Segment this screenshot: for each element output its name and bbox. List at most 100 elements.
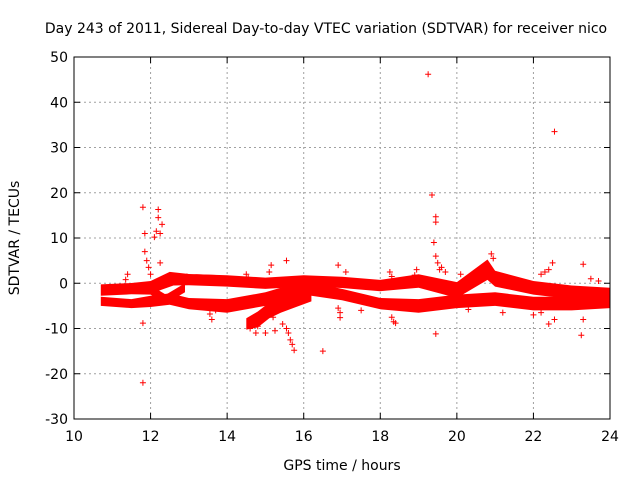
data-point [388,314,395,321]
data-point [319,348,326,355]
data-point [245,274,252,281]
data-point [595,277,602,284]
data-point [432,253,439,260]
rise-band [154,274,220,293]
data-clouds [100,259,611,330]
data-point [587,275,594,282]
data-point [388,273,395,280]
data-point [122,276,129,283]
data-point [538,309,545,316]
y-tick-label: 30 [50,141,68,157]
data-point [358,307,365,314]
data-point [252,330,259,337]
data-point [159,221,166,228]
data-point [206,311,213,318]
data-point [283,257,290,264]
data-point [287,336,294,343]
data-point [386,268,393,275]
y-tick-label: 20 [50,186,68,202]
data-point [538,271,545,278]
data-point [457,271,464,278]
x-tick-label: 16 [295,429,313,445]
data-point [139,320,146,327]
data-point [438,264,445,271]
x-tick-labels: 10 12 14 16 18 20 22 24 [65,429,619,445]
data-point [268,262,275,269]
y-tick-label: 0 [59,276,68,292]
data-point [141,230,148,237]
data-point [580,261,587,268]
x-tick-label: 10 [65,429,83,445]
data-point [545,320,552,327]
x-tick-label: 24 [601,429,619,445]
data-point [541,268,548,275]
data-point [545,266,552,273]
x-tick-label: 20 [448,429,466,445]
dip-band [246,292,312,330]
y-tick-label: -20 [45,367,68,383]
x-axis-label: GPS time / hours [283,458,400,474]
y-tick-label: -30 [45,412,68,428]
data-point [490,255,497,262]
y-tick-label: 40 [50,95,68,111]
data-point [335,262,342,269]
data-point [549,259,556,266]
chart-title: Day 243 of 2011, Sidereal Day-to-day VTE… [45,21,607,37]
data-point [442,268,449,275]
data-point [432,219,439,226]
data-point [392,320,399,327]
y-tick-labels: 50 40 30 20 10 0 -10 -20 -30 [45,50,68,428]
data-point [153,228,160,235]
data-point [342,268,349,275]
y-tick-label: 50 [50,50,68,66]
data-point [157,259,164,266]
data-point [151,234,158,241]
data-point [291,347,298,354]
data-point [145,264,152,271]
data-point [254,323,261,330]
data-point [425,71,432,78]
data-point [499,309,506,316]
data-point [155,206,162,213]
data-point [551,128,558,135]
data-point [143,257,150,264]
data-point [147,271,154,278]
data-point [434,259,441,266]
data-point [411,272,418,279]
data-point [183,273,190,280]
data-point [262,330,269,337]
data-point [530,311,537,318]
x-tick-label: 18 [371,429,389,445]
data-point [335,305,342,312]
data-point [279,320,286,327]
data-point [270,314,277,321]
data-point [432,330,439,337]
data-point [551,316,558,323]
data-point [157,230,164,237]
data-point [285,330,292,337]
grid-lines [74,57,610,419]
data-point [465,306,472,313]
data-point [430,239,437,246]
data-point [139,204,146,211]
data-point [580,316,587,323]
data-point [124,271,131,278]
data-point [141,248,148,255]
data-point [139,379,146,386]
data-point [216,302,223,309]
data-point [289,341,296,348]
data-point [272,327,278,334]
y-tick-label: 10 [50,231,68,247]
data-point [283,325,290,332]
lower-band [100,281,611,313]
y-axis-label: SDTVAR / TECUs [7,181,23,296]
data-point [428,192,435,199]
data-point [243,271,250,278]
data-point [208,316,215,323]
data-point [247,325,254,332]
upper-band [100,259,611,302]
data-point [155,214,162,221]
data-point [488,250,495,257]
x-tick-label: 22 [525,429,543,445]
